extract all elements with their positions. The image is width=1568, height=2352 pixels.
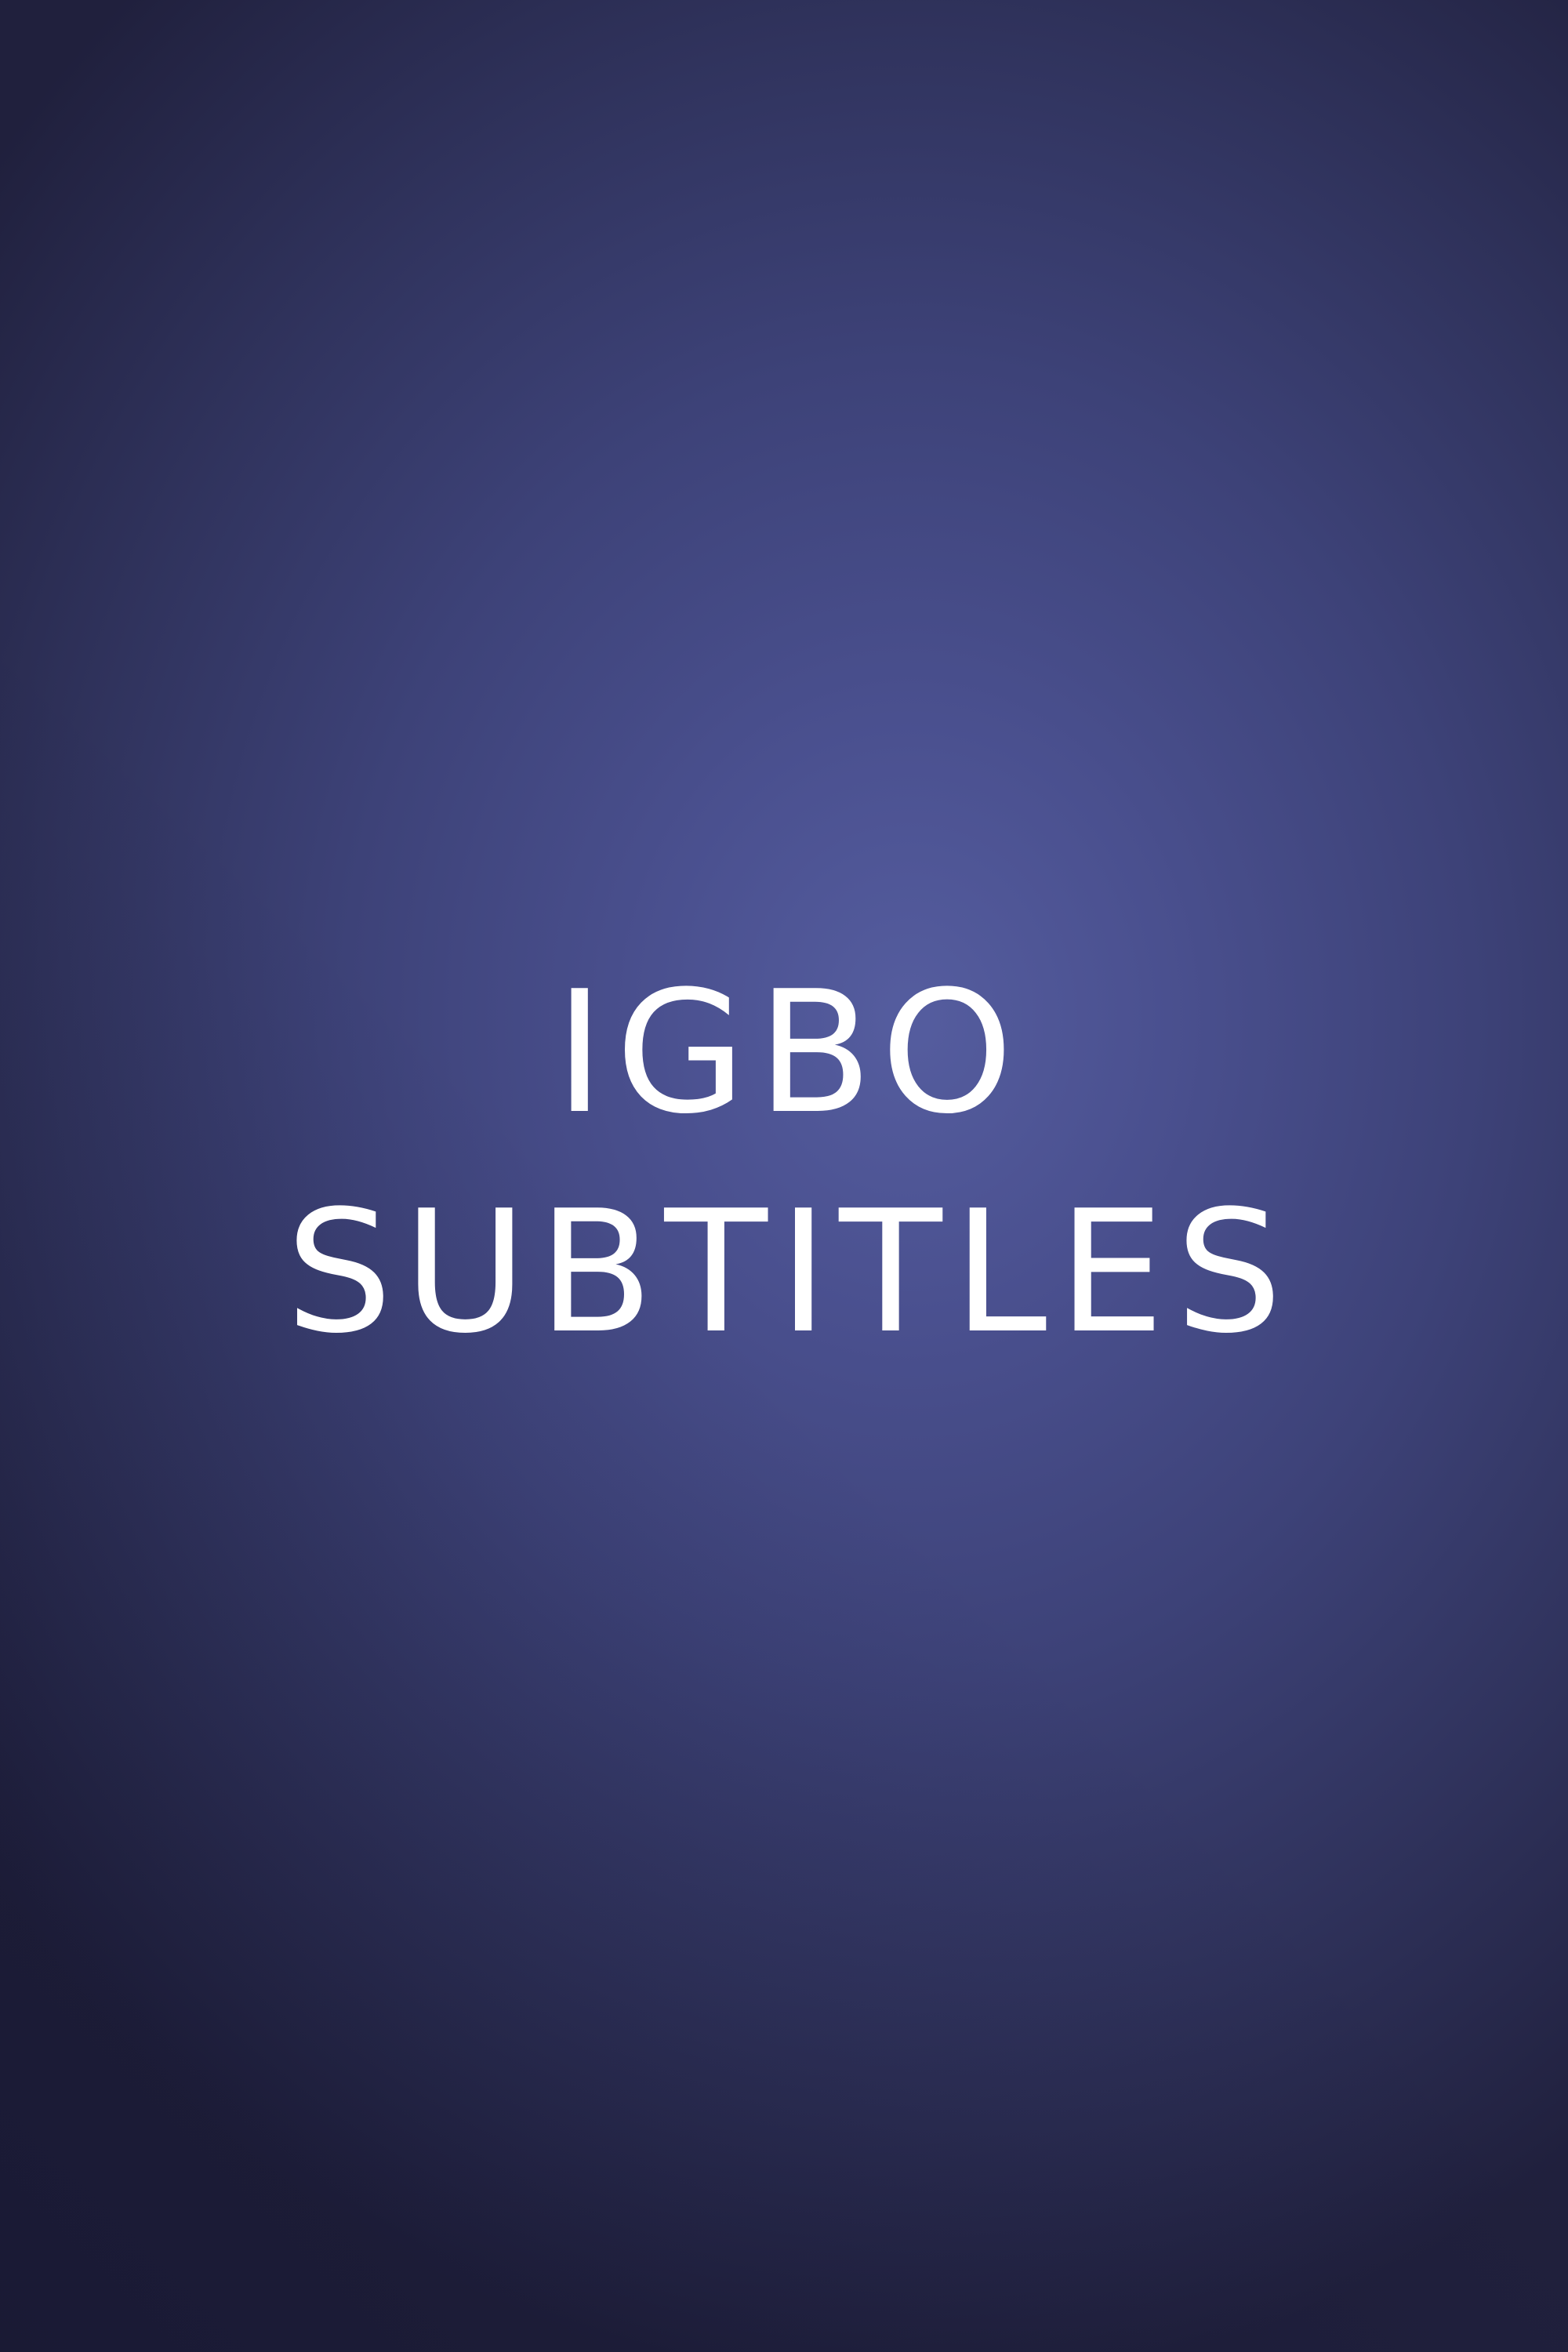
title-line-igbo: IGBO bbox=[554, 954, 1025, 1151]
title-block: IGBO SUBTITLES bbox=[0, 968, 1568, 1356]
title-line-subtitles: SUBTITLES bbox=[285, 1174, 1294, 1370]
